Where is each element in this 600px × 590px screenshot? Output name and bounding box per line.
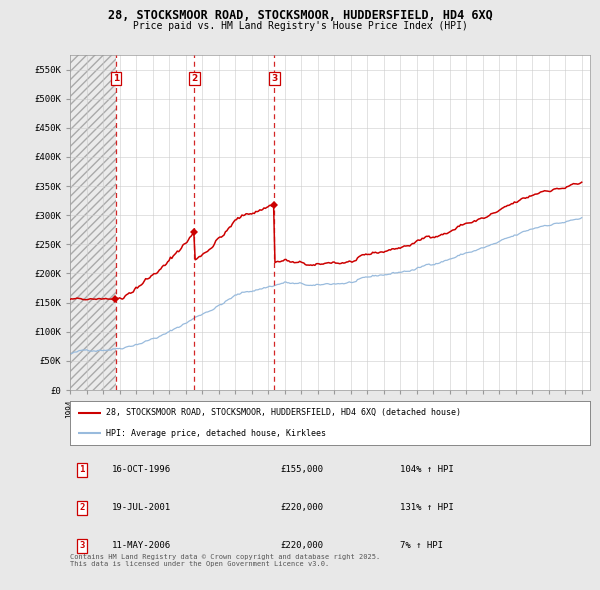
Bar xyxy=(70,55,116,390)
Text: £155,000: £155,000 xyxy=(280,466,323,474)
Text: Contains HM Land Registry data © Crown copyright and database right 2025.
This d: Contains HM Land Registry data © Crown c… xyxy=(70,554,380,567)
Text: £220,000: £220,000 xyxy=(280,503,323,512)
Text: 19-JUL-2001: 19-JUL-2001 xyxy=(112,503,171,512)
Text: 2: 2 xyxy=(79,503,85,512)
Text: 1: 1 xyxy=(79,466,85,474)
Text: 131% ↑ HPI: 131% ↑ HPI xyxy=(400,503,454,512)
Text: 104% ↑ HPI: 104% ↑ HPI xyxy=(400,466,454,474)
Text: HPI: Average price, detached house, Kirklees: HPI: Average price, detached house, Kirk… xyxy=(106,428,326,438)
Text: 7% ↑ HPI: 7% ↑ HPI xyxy=(400,542,443,550)
Text: £220,000: £220,000 xyxy=(280,542,323,550)
Text: 28, STOCKSMOOR ROAD, STOCKSMOOR, HUDDERSFIELD, HD4 6XQ: 28, STOCKSMOOR ROAD, STOCKSMOOR, HUDDERS… xyxy=(107,9,493,22)
Text: 1: 1 xyxy=(113,74,119,83)
Text: Price paid vs. HM Land Registry's House Price Index (HPI): Price paid vs. HM Land Registry's House … xyxy=(133,21,467,31)
Text: 3: 3 xyxy=(271,74,277,83)
Text: 16-OCT-1996: 16-OCT-1996 xyxy=(112,466,171,474)
Text: 28, STOCKSMOOR ROAD, STOCKSMOOR, HUDDERSFIELD, HD4 6XQ (detached house): 28, STOCKSMOOR ROAD, STOCKSMOOR, HUDDERS… xyxy=(106,408,461,417)
Text: 3: 3 xyxy=(79,542,85,550)
Text: 11-MAY-2006: 11-MAY-2006 xyxy=(112,542,171,550)
Text: 2: 2 xyxy=(191,74,197,83)
